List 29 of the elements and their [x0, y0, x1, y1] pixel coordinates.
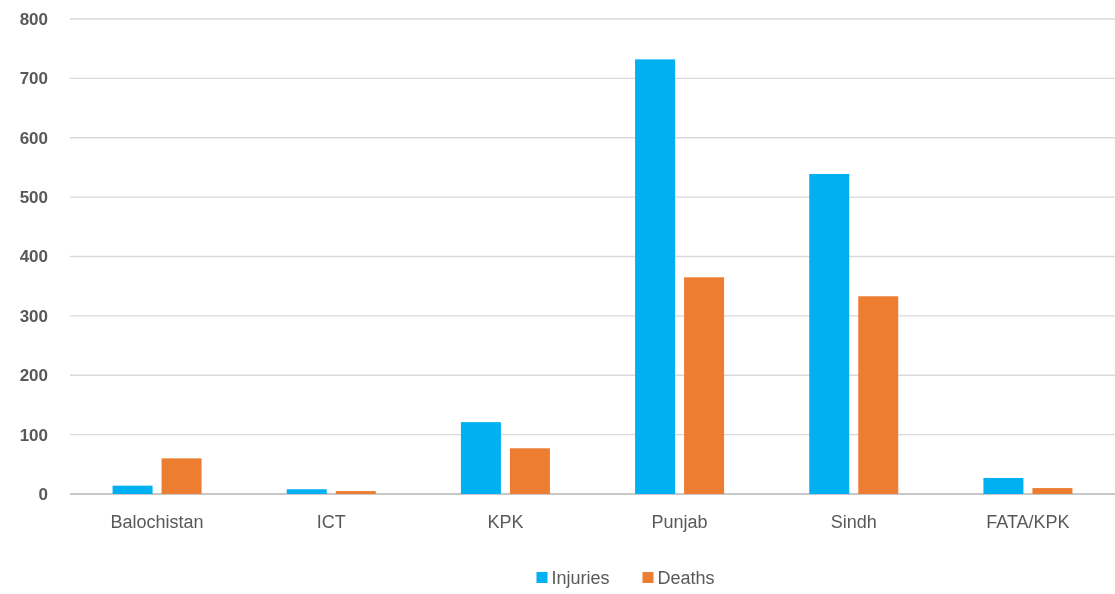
- x-tick-label: Sindh: [830, 512, 877, 532]
- x-tick-label: FATA/KPK: [986, 512, 1070, 532]
- y-tick-label: 700: [19, 69, 48, 89]
- x-tick-label: ICT: [316, 512, 346, 532]
- bar: [858, 296, 899, 494]
- legend-label: Deaths: [657, 568, 715, 589]
- bar: [1032, 488, 1073, 494]
- legend-label: Injuries: [551, 568, 610, 589]
- bar: [684, 277, 725, 494]
- x-tick-label: Punjab: [651, 512, 708, 532]
- bar: [460, 422, 501, 494]
- bar: [983, 477, 1024, 494]
- bar: [509, 448, 550, 494]
- bar: [335, 491, 376, 494]
- y-tick-label: 400: [19, 247, 48, 267]
- y-tick-label: 800: [19, 9, 48, 29]
- y-tick-label: 600: [19, 128, 48, 148]
- y-tick-label: 500: [19, 188, 48, 208]
- bar: [112, 485, 153, 494]
- bar: [809, 173, 850, 494]
- bar: [161, 458, 202, 494]
- bar: [635, 59, 676, 494]
- bar: [286, 489, 327, 494]
- x-tick-label: KPK: [487, 512, 524, 532]
- x-tick-label: Balochistan: [110, 512, 204, 532]
- y-tick-label: 200: [19, 366, 48, 386]
- y-tick-label: 300: [19, 306, 48, 326]
- y-tick-label: 100: [19, 425, 48, 445]
- y-tick-label: 0: [38, 484, 48, 504]
